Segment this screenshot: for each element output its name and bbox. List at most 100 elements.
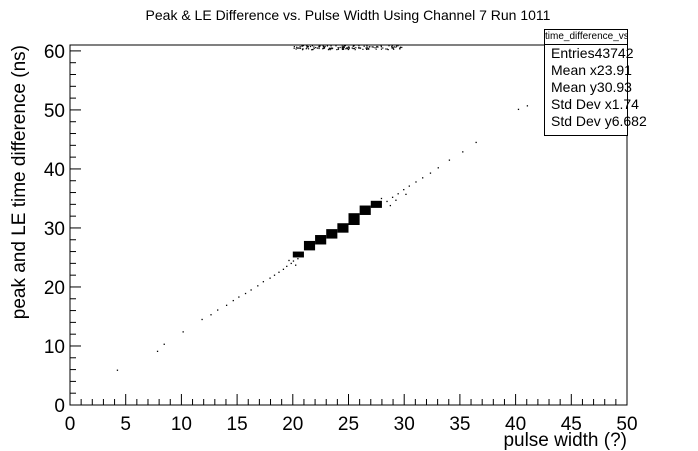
top-band-point	[391, 45, 393, 47]
top-band-point	[348, 47, 350, 49]
scatter-point	[386, 200, 388, 203]
x-tick-label: 10	[171, 414, 192, 435]
top-band-point	[328, 47, 331, 49]
scatter-point	[462, 151, 464, 153]
scatter-point	[238, 296, 240, 298]
top-band-point	[387, 49, 389, 51]
scatter-point	[408, 185, 410, 187]
scatter-point	[422, 177, 424, 179]
dense-bin	[315, 235, 327, 245]
top-band-point	[346, 48, 349, 50]
stats-value: 23.91	[596, 62, 632, 78]
top-band-point	[347, 46, 349, 49]
chart-title: Peak & LE Difference vs. Pulse Width Usi…	[146, 7, 551, 23]
scatter-point	[405, 193, 407, 196]
scatter-point	[517, 108, 520, 111]
stats-label: Mean x	[551, 62, 597, 78]
top-band-point	[380, 46, 383, 48]
top-band-point	[386, 48, 388, 50]
top-band-point	[343, 47, 345, 49]
scatter-point	[201, 318, 203, 321]
stats-row-std-dev-y: Std Dev y 6.682	[545, 113, 647, 130]
x-tick-label: 25	[338, 414, 359, 435]
top-band-point	[369, 46, 371, 48]
top-band-point	[309, 45, 312, 48]
top-band-point	[355, 47, 357, 49]
top-band-point	[306, 47, 308, 49]
top-band-point	[331, 48, 333, 50]
top-band-point	[352, 47, 354, 50]
scatter-point	[526, 105, 529, 107]
top-band-point	[329, 47, 332, 49]
top-band-point	[380, 45, 382, 47]
top-band-point	[336, 48, 338, 51]
top-band-point	[322, 45, 325, 48]
scatter-point	[448, 159, 451, 161]
top-band-point	[385, 48, 387, 50]
top-band-point	[293, 46, 295, 48]
top-band-point	[365, 47, 367, 49]
top-band-point	[343, 45, 346, 47]
scatter-point	[278, 271, 280, 273]
top-band-point	[374, 47, 376, 49]
top-band-point	[296, 47, 298, 49]
stats-label: Mean y	[551, 79, 597, 95]
stats-label: Entries	[551, 45, 595, 61]
top-band-point	[302, 45, 304, 47]
top-band-point	[377, 46, 379, 48]
top-band-point	[347, 48, 350, 51]
top-band-point	[322, 47, 324, 49]
top-band-point	[391, 46, 393, 48]
tick-labels: 0 5 10 15 20 25 30 35 40 45 50 0 10 20 30 40 50 60	[44, 42, 638, 435]
top-band-point	[368, 48, 370, 50]
top-band-point	[366, 45, 368, 47]
y-tick-label: 20	[44, 278, 65, 299]
top-band-point	[306, 45, 308, 47]
top-band-point	[315, 46, 317, 49]
top-band-point	[351, 47, 353, 49]
top-band-point	[327, 49, 330, 51]
top-band-point	[323, 46, 325, 48]
top-band-point	[295, 48, 297, 50]
top-band-point	[329, 49, 331, 51]
scatter-point	[244, 292, 247, 295]
top-band-point	[363, 45, 365, 47]
scatter-point	[429, 172, 432, 174]
x-tick-label: 45	[561, 414, 582, 435]
y-tick-label: 0	[54, 396, 65, 417]
top-band-point	[348, 46, 350, 48]
top-band-point	[343, 46, 345, 48]
scatter-point	[292, 260, 295, 262]
top-band-point	[362, 48, 364, 50]
top-band-point	[298, 47, 300, 49]
dense-bin	[348, 213, 360, 225]
top-band-point	[302, 48, 304, 50]
scatter-point	[269, 277, 271, 279]
scatter-point	[295, 264, 297, 266]
top-band-point	[313, 47, 315, 50]
scatter-point	[286, 265, 288, 268]
top-band-point	[358, 45, 360, 47]
dense-bin	[292, 251, 304, 258]
stats-value: 30.93	[596, 79, 632, 95]
scatter-point	[250, 289, 252, 291]
scatter-point	[380, 197, 383, 200]
top-band-point	[328, 48, 330, 50]
scatter-point	[156, 350, 159, 353]
top-band-point	[344, 45, 347, 47]
stats-label: Std Dev x	[551, 96, 612, 112]
scatter-point	[210, 314, 212, 316]
scatter-point	[290, 262, 292, 265]
y-tick-label: 40	[44, 160, 65, 181]
top-band-point	[396, 45, 398, 47]
x-tick-label: 15	[227, 414, 248, 435]
top-band-point	[401, 46, 403, 49]
data-marks	[116, 45, 529, 371]
scatter-point	[288, 259, 290, 262]
scatter-point	[217, 309, 219, 311]
top-band-point	[376, 45, 378, 48]
top-band-point	[341, 48, 344, 51]
top-band-point	[366, 48, 368, 50]
scatter-point	[232, 299, 234, 302]
